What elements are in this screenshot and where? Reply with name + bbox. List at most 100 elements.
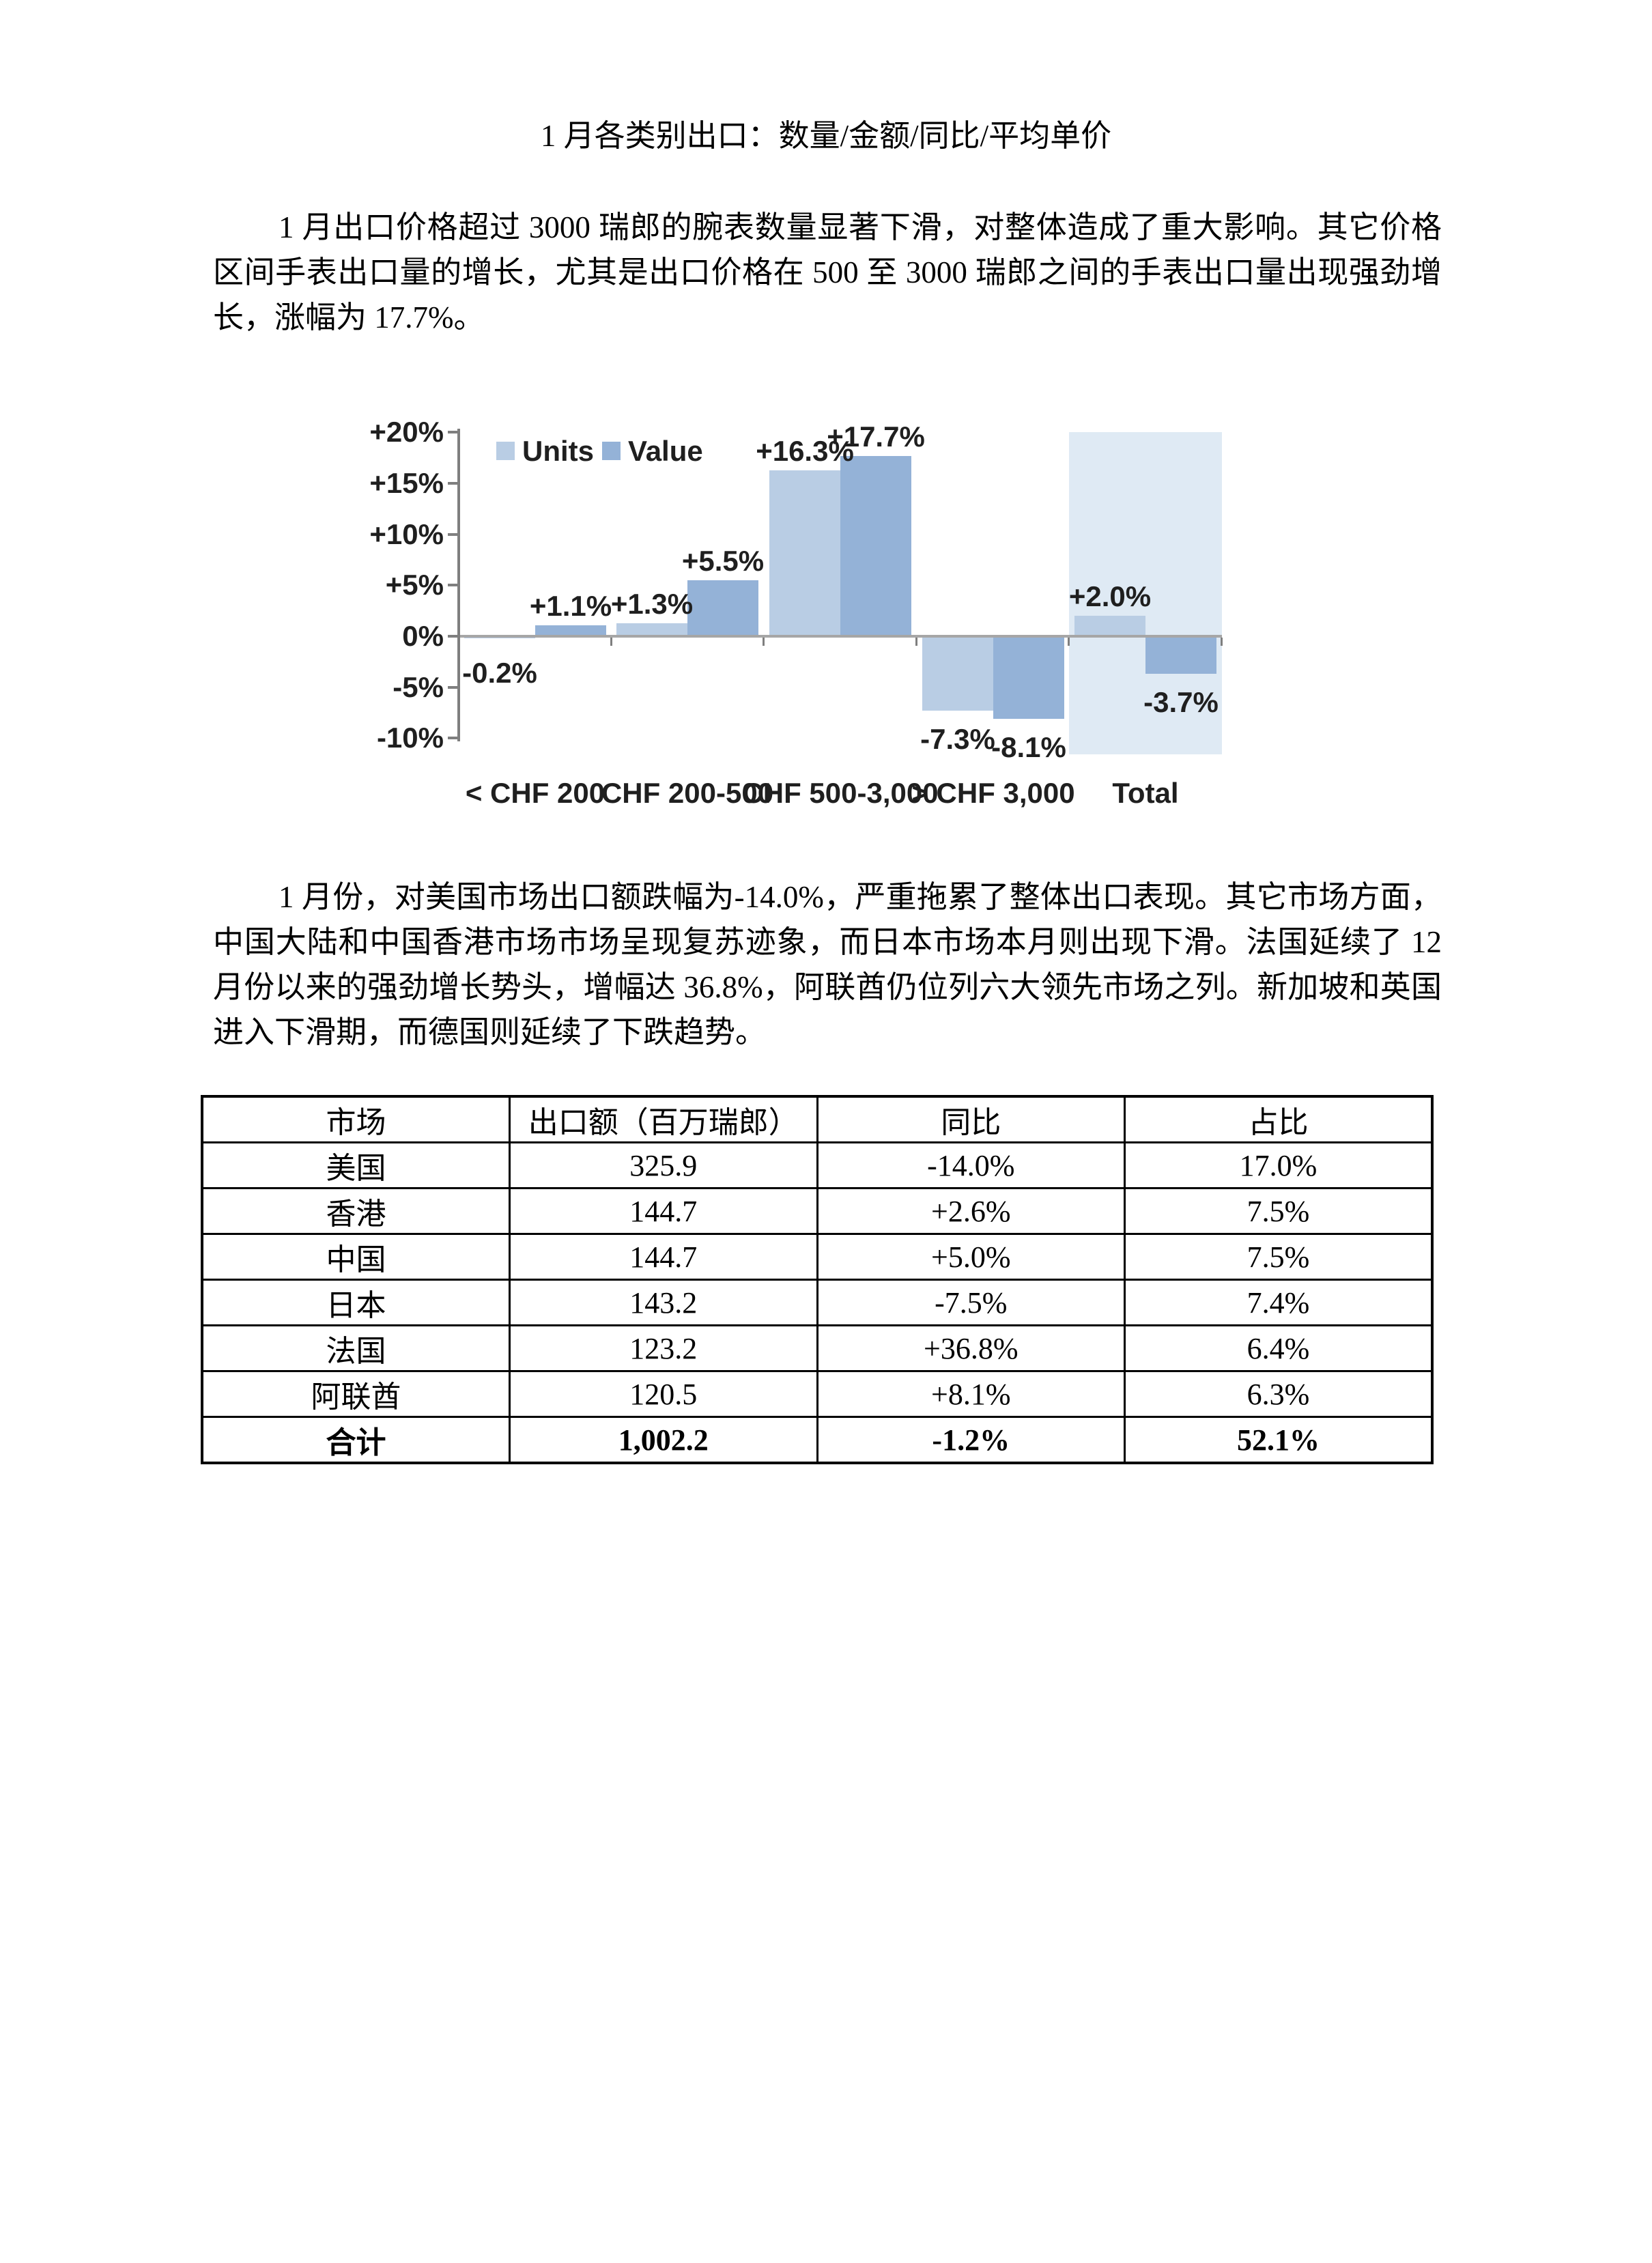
table-header-cell: 出口额（百万瑞郎） (509, 1095, 818, 1143)
market-name-cell: 中国 (201, 1233, 511, 1281)
table-cell: 6.3% (1124, 1370, 1434, 1418)
y-tick-label: +15% (369, 467, 444, 499)
market-export-table: 市场 出口额（百万瑞郎） 同比 占比 美国 325.9 -14.0% 17.0% 香港 144.7… (201, 1095, 1434, 1464)
table-row: 日本 143.2 -7.5% 7.4% (201, 1279, 1434, 1326)
table-cell: +5.0% (816, 1233, 1126, 1281)
category-boundary-tick (610, 638, 612, 646)
y-axis-tick (448, 686, 459, 689)
table-cell: 325.9 (509, 1141, 818, 1189)
table-cell: +36.8% (816, 1324, 1126, 1372)
table-cell: +8.1% (816, 1370, 1126, 1418)
bar-units-2 (769, 470, 840, 636)
category-label: < CHF 200 (465, 777, 606, 809)
bar-data-label: +16.3% (756, 435, 854, 467)
bar-value-3 (993, 636, 1064, 719)
total-highlight-band (1069, 432, 1222, 754)
bar-value-0 (535, 625, 606, 636)
bar-data-label: -0.2% (462, 657, 537, 689)
category-boundary-tick (1068, 638, 1070, 646)
y-tick-label: +10% (369, 518, 444, 550)
table-row: 美国 325.9 -14.0% 17.0% (201, 1141, 1434, 1189)
y-axis-tick (448, 482, 459, 485)
bar-value-4 (1145, 636, 1216, 674)
y-tick-label: 0% (402, 620, 444, 652)
table-cell: 7.5% (1124, 1187, 1434, 1235)
bar-data-label: +5.5% (681, 545, 765, 577)
legend-swatch-units (496, 442, 515, 460)
paragraph-export-categories: 1 月出口价格超过 3000 瑞郎的腕表数量显著下滑，对整体造成了重大影响。其它… (213, 205, 1442, 340)
bar-value-1 (687, 580, 758, 636)
legend-swatch-value (602, 442, 621, 460)
paragraph-line: 月份以来的强劲增长势头，增幅达 36.8%，阿联酋仍位列六大领先市场之列。新加坡… (213, 970, 1442, 1004)
y-axis-tick (448, 431, 459, 433)
category-boundary-tick (1221, 638, 1223, 646)
paragraph-line: 1 月出口价格超过 3000 瑞郎的腕表数量显著下滑，对整体造成了重大影响。其它… (279, 210, 1442, 244)
market-name-cell: 法国 (201, 1324, 511, 1372)
category-label: Total (1112, 777, 1179, 809)
table-row: 香港 144.7 +2.6% 7.5% (201, 1187, 1434, 1235)
table-cell: 52.1% (1124, 1416, 1434, 1464)
y-axis-tick (448, 584, 459, 586)
table-cell: 7.4% (1124, 1279, 1434, 1326)
table-header-cell: 市场 (201, 1095, 511, 1143)
table-cell: 144.7 (509, 1233, 818, 1281)
bar-data-label: +2.0% (1068, 580, 1152, 612)
market-name-cell: 美国 (201, 1141, 511, 1189)
legend-label-value: Value (628, 435, 703, 467)
table-cell: +2.6% (816, 1187, 1126, 1235)
table-row: 法国 123.2 +36.8% 6.4% (201, 1324, 1434, 1372)
units-value-bar-chart: +20% +15% +10% +5% 0% -5% -10% -0.2% +1.3% +16.3%… (0, 0, 1652, 860)
y-tick-label: -5% (393, 671, 444, 703)
table-total-row: 合计 1,002.2 -1.2% 52.1% (201, 1416, 1434, 1464)
bar-data-label: +1.1% (529, 590, 612, 622)
y-axis-tick (448, 533, 459, 536)
y-tick-label: +5% (385, 569, 444, 601)
bar-value-2 (840, 456, 911, 636)
bar-data-label: -8.1% (991, 731, 1066, 763)
paragraph-line: 区间手表出口量的增长，尤其是出口价格在 500 至 3000 瑞郎之间的手表出口… (213, 255, 1442, 289)
category-boundary-tick (915, 638, 917, 646)
table-header-cell: 占比 (1124, 1095, 1434, 1143)
table-cell: -14.0% (816, 1141, 1126, 1189)
y-axis-line (457, 429, 460, 741)
table-cell: 7.5% (1124, 1233, 1434, 1281)
table-cell: 6.4% (1124, 1324, 1434, 1372)
legend-label-units: Units (522, 435, 594, 467)
market-name-cell: 日本 (201, 1279, 511, 1326)
paragraph-line: 长，涨幅为 17.7%。 (213, 300, 485, 335)
table-cell: 144.7 (509, 1187, 818, 1235)
table-cell: 17.0% (1124, 1141, 1434, 1189)
bar-units-1 (616, 623, 687, 636)
market-name-cell: 合计 (201, 1416, 511, 1464)
table-cell: 143.2 (509, 1279, 818, 1326)
market-name-cell: 阿联酋 (201, 1370, 511, 1418)
market-name-cell: 香港 (201, 1187, 511, 1235)
zero-line (459, 635, 1222, 638)
paragraph-line: 1 月份，对美国市场出口额跌幅为-14.0%，严重拖累了整体出口表现。其它市场方… (279, 880, 1442, 914)
page-title: 1 月各类别出口：数量/金额/同比/平均单价 (540, 119, 1112, 153)
paragraph-markets: 1 月份，对美国市场出口额跌幅为-14.0%，严重拖累了整体出口表现。其它市场方… (213, 874, 1442, 1055)
y-axis-tick (448, 635, 459, 638)
category-label: CHF 500-3,000 (742, 777, 939, 809)
table-row: 阿联酋 120.5 +8.1% 6.3% (201, 1370, 1434, 1418)
bar-units-3 (922, 636, 993, 711)
paragraph-line: 中国大陆和中国香港市场市场呈现复苏迹象，而日本市场本月则出现下滑。法国延续了 1… (213, 925, 1442, 959)
category-boundary-tick (763, 638, 765, 646)
category-label: > CHF 3,000 (911, 777, 1075, 809)
table-cell: -1.2% (816, 1416, 1126, 1464)
table-cell: 1,002.2 (509, 1416, 818, 1464)
table-header-row: 市场 出口额（百万瑞郎） 同比 占比 (201, 1095, 1434, 1143)
bar-units-4 (1074, 616, 1145, 636)
bar-data-label: -7.3% (920, 723, 995, 755)
y-axis-tick (448, 737, 459, 739)
category-label: CHF 200-500 (601, 777, 774, 809)
table-header-cell: 同比 (816, 1095, 1126, 1143)
table-row: 中国 144.7 +5.0% 7.5% (201, 1233, 1434, 1281)
bar-data-label: +1.3% (610, 588, 694, 620)
paragraph-line: 进入下滑期，而德国则延续了下跌趋势。 (213, 1015, 767, 1049)
y-tick-label: +20% (369, 416, 444, 448)
bar-data-label: -3.7% (1143, 686, 1219, 718)
table-cell: 120.5 (509, 1370, 818, 1418)
y-tick-label: -10% (376, 722, 444, 754)
